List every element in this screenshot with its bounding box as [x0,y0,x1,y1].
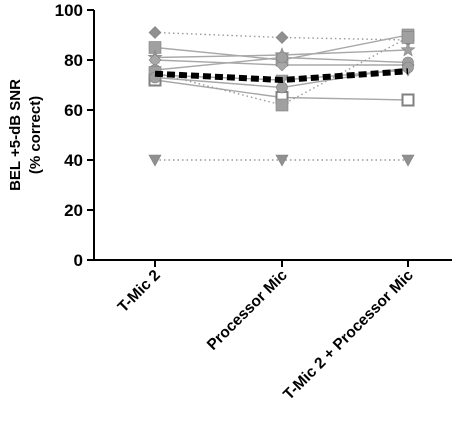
axes-layer [93,10,452,261]
mean-line [154,68,409,84]
data-point [401,93,415,107]
data-point [275,31,289,44]
data-point [400,42,416,57]
data-point [401,31,415,44]
series-1 [148,26,415,47]
y-tick-label: 100 [55,1,83,20]
data-point [275,154,289,167]
mean-series [154,68,409,84]
data-point [276,51,288,64]
data-point [275,98,289,112]
y-axis-label-line1: BEL +5-dB SNR [7,79,24,191]
data-point [276,81,288,94]
y-tick-label: 20 [64,201,83,220]
y-tick-label: 40 [64,151,83,170]
y-axis-label-line2: (% correct) [27,96,44,174]
data-point [401,154,415,167]
y-tick-label: 80 [64,51,83,70]
y-ticks: 0 20 40 60 80 100 [55,1,94,270]
series-10 [148,154,415,167]
y-tick-label: 0 [74,251,83,270]
x-category-label: T-Mic 2 + Processor Mic [280,267,417,404]
data-point [148,26,162,39]
series-layer [147,26,416,167]
data-point [148,154,162,167]
x-category-label: Processor Mic [204,267,291,354]
x-category-label: T-Mic 2 [115,267,164,316]
y-tick-label: 60 [64,101,83,120]
